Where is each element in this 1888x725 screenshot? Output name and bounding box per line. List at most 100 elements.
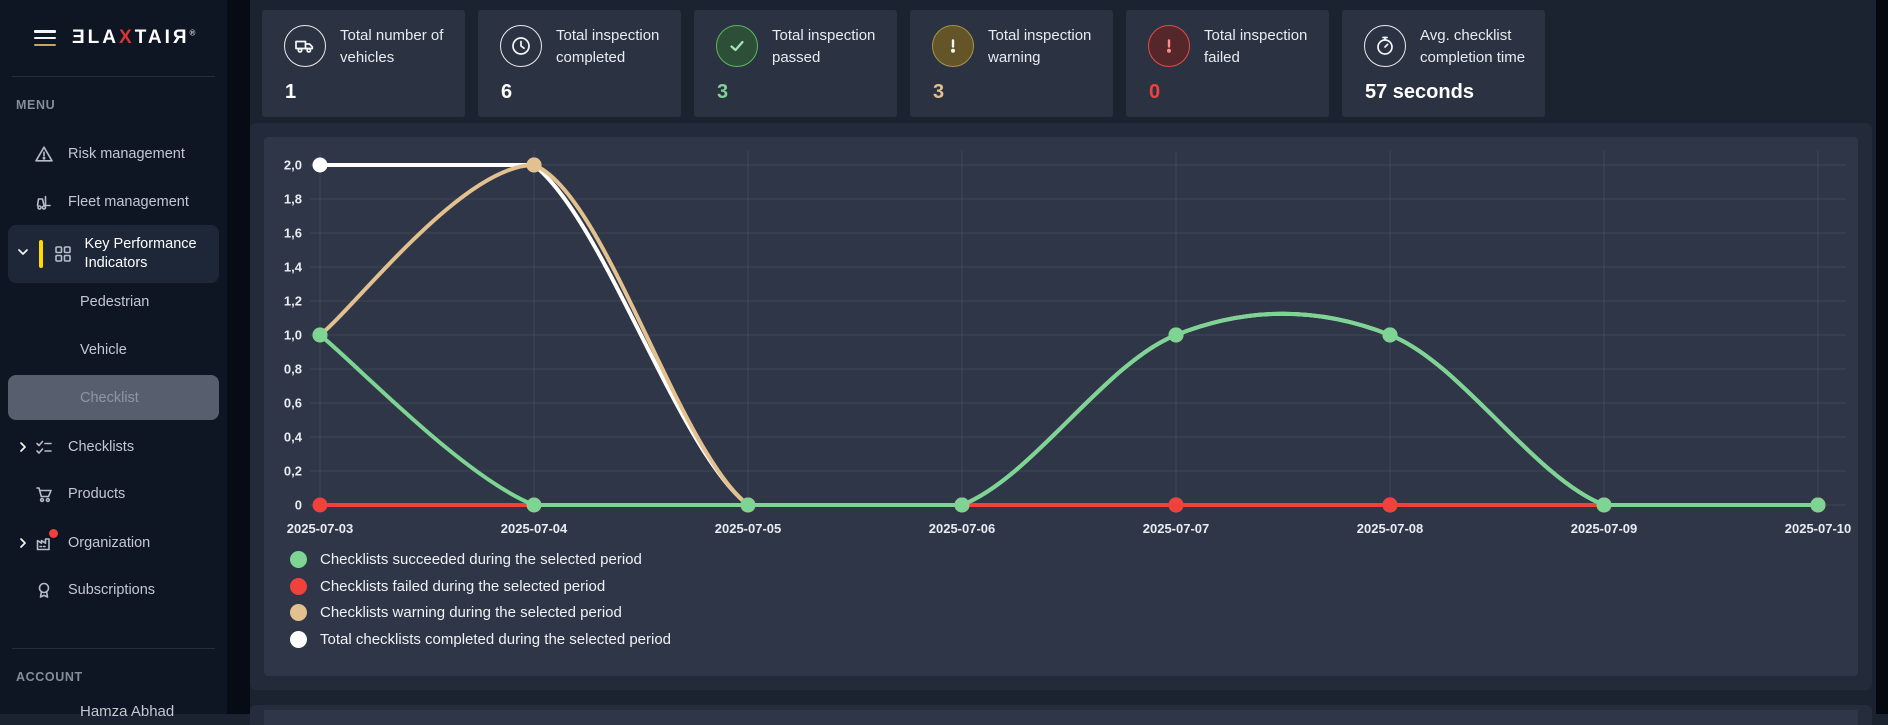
registered-mark: ® — [189, 28, 196, 38]
active-indicator-bar — [38, 240, 43, 268]
y-axis-tick-label: 1,0 — [284, 328, 302, 343]
stopwatch-icon — [1364, 25, 1406, 67]
sidebar-item-risk-management[interactable]: Risk management — [0, 134, 227, 174]
logo-accent: X — [119, 27, 135, 48]
warning-triangle-icon — [34, 144, 54, 164]
kpi-card-label: Avg. checklist completion time — [1420, 27, 1526, 66]
chevron-right-icon — [16, 536, 30, 550]
checklist-icon — [34, 437, 54, 457]
y-axis-tick-label: 0,2 — [284, 464, 302, 479]
legend-label: Checklists failed during the selected pe… — [320, 577, 606, 595]
sidebar-item-label: Risk management — [68, 146, 185, 162]
kpi-card-avg-completion-time: Avg. checklist completion time 57 second… — [1342, 10, 1545, 117]
next-section-card-inner — [264, 710, 1858, 725]
x-axis-tick-label: 2025-07-06 — [929, 521, 996, 536]
sidebar: ƎLAXTAIЯ® MENU Risk management Fleet man… — [0, 0, 227, 719]
menu-section-label: MENU — [16, 98, 56, 112]
hamburger-bar — [34, 36, 56, 40]
kpi-card-inspection-passed: Total inspection passed 3 — [694, 10, 897, 117]
kpi-card-value: 3 — [717, 81, 729, 103]
check-circle-icon — [716, 25, 758, 67]
kpi-card-inspection-completed: Total inspection completed 6 — [478, 10, 681, 117]
hamburger-bar — [34, 43, 56, 46]
forklift-icon — [34, 192, 54, 212]
sidebar-item-subscriptions[interactable]: Subscriptions — [0, 570, 227, 610]
kpi-card-inspection-warning: Total inspection warning 3 — [910, 10, 1113, 117]
kpi-card-value: 6 — [501, 81, 513, 103]
truck-icon — [284, 25, 326, 67]
kpi-card-total-vehicles: Total number of vehicles 1 — [262, 10, 465, 117]
sidebar-item-label: Fleet management — [68, 194, 189, 210]
data-point-succeeded — [954, 497, 970, 513]
data-point-succeeded — [526, 497, 542, 513]
sidebar-item-label: Products — [68, 486, 126, 502]
cart-icon — [34, 484, 54, 504]
x-axis-tick-label: 2025-07-10 — [1785, 521, 1852, 536]
sidebar-item-fleet-management[interactable]: Fleet management — [0, 182, 227, 222]
data-point-failed — [1382, 497, 1398, 513]
x-axis-tick-label: 2025-07-05 — [715, 521, 782, 536]
legend-item-failed[interactable]: Checklists failed during the selected pe… — [290, 577, 671, 595]
series-line-succeeded — [318, 311, 1820, 508]
sidebar-item-checklists[interactable]: Checklists — [0, 427, 227, 467]
factory-icon — [34, 529, 58, 553]
sidebar-shadow — [227, 0, 250, 714]
legend-label: Checklists succeeded during the selected… — [320, 551, 642, 568]
scrollbar[interactable] — [1876, 0, 1888, 714]
data-point-succeeded — [1596, 497, 1612, 513]
sidebar-item-label: Checklist — [80, 389, 139, 406]
sidebar-item-products[interactable]: Products — [0, 474, 227, 514]
clock-icon — [500, 25, 542, 67]
error-circle-icon — [1148, 25, 1190, 67]
data-point-succeeded — [1168, 327, 1184, 343]
sidebar-subitem-pedestrian[interactable]: Pedestrian — [80, 294, 150, 310]
sidebar-item-label: Subscriptions — [68, 582, 156, 598]
sidebar-item-label: Checklists — [68, 439, 135, 455]
hamburger-menu-icon[interactable] — [34, 30, 56, 46]
data-point-warning — [526, 157, 542, 173]
legend-label: Checklists warning during the selected p… — [320, 604, 622, 621]
legend-dot-failed — [290, 577, 307, 595]
y-axis-tick-label: 1,2 — [284, 294, 302, 309]
kpi-card-value: 57 seconds — [1365, 81, 1474, 103]
x-axis-tick-label: 2025-07-08 — [1357, 521, 1424, 536]
data-point-succeeded — [1382, 327, 1398, 343]
notification-dot — [49, 529, 58, 538]
chevron-down-icon — [16, 245, 31, 264]
x-axis-tick-label: 2025-07-03 — [287, 521, 354, 536]
kpi-card-label: Total number of vehicles — [340, 27, 444, 66]
user-name[interactable]: Hamza Abhad — [80, 703, 175, 720]
next-section-card — [250, 705, 1872, 725]
divider — [12, 76, 215, 77]
y-axis-tick-label: 2,0 — [284, 158, 302, 173]
y-axis-tick-label: 0,6 — [284, 396, 302, 411]
x-axis-tick-label: 2025-07-07 — [1143, 521, 1210, 536]
x-axis-tick-label: 2025-07-04 — [501, 521, 568, 536]
y-axis-tick-label: 1,4 — [284, 260, 303, 275]
data-point-succeeded — [1810, 497, 1826, 513]
legend-label: Total checklists completed during the se… — [320, 630, 672, 648]
kpi-card-label: Total inspection warning — [988, 27, 1092, 66]
chart-legend: Checklists succeeded during the selected… — [290, 551, 671, 657]
x-axis-tick-label: 2025-07-09 — [1571, 521, 1638, 536]
sidebar-item-key-performance-indicators[interactable]: Key Performance Indicators — [8, 225, 219, 283]
sidebar-item-label: Key Performance Indicators — [84, 236, 197, 271]
legend-item-succeeded[interactable]: Checklists succeeded during the selected… — [290, 551, 671, 568]
y-axis-tick-label: 0,4 — [284, 430, 303, 445]
grid-icon — [53, 244, 73, 264]
chart-panel: 0 0,2 0,4 0,6 0,8 1,0 1,2 1,4 1,6 1,8 2,0 2025-07-0… — [264, 137, 1858, 676]
sidebar-item-organization[interactable]: Organization — [0, 523, 227, 563]
legend-item-total[interactable]: Total checklists completed during the se… — [290, 630, 672, 648]
legend-item-warning[interactable]: Checklists warning during the selected p… — [290, 604, 671, 621]
kpi-card-label: Total inspection completed — [556, 27, 660, 66]
kpi-card-value: 3 — [933, 81, 945, 103]
hamburger-bar — [34, 30, 56, 33]
sidebar-subitem-checklist-active[interactable]: Checklist — [8, 375, 219, 420]
logo-last: Я — [172, 27, 190, 48]
y-axis-tick-label: 0 — [295, 498, 302, 513]
sidebar-subitem-vehicle[interactable]: Vehicle — [80, 342, 127, 358]
chevron-right-icon — [16, 440, 30, 454]
data-point-succeeded — [312, 327, 328, 343]
account-section-label: ACCOUNT — [16, 670, 83, 684]
legend-dot-warning — [290, 604, 307, 621]
